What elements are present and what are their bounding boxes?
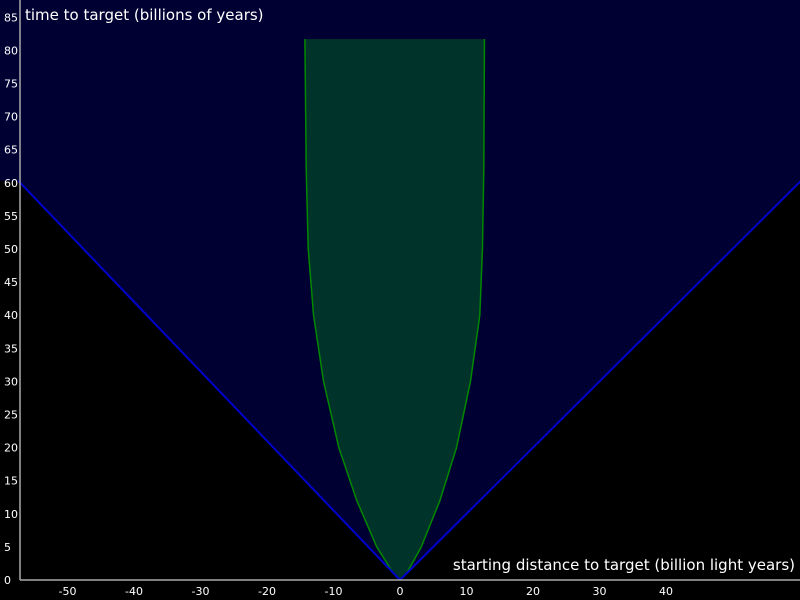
y-tick-label: 15 [4,475,18,488]
y-tick-label: 30 [4,375,18,388]
y-tick-label: 70 [4,111,18,124]
y-tick-label: 60 [4,177,18,190]
y-tick-label: 50 [4,243,18,256]
y-tick-label: 20 [4,442,18,455]
cone-right-line [399,180,800,581]
y-tick-label: 80 [4,44,18,57]
region-fill [304,39,485,581]
y-tick-label: 55 [4,210,18,223]
region-left-line [304,39,401,581]
x-tick-label: -50 [59,585,77,598]
y-axis-label: time to target (billions of years) [25,6,264,24]
x-tick-label: -30 [192,585,210,598]
y-tick-label: 0 [4,574,11,587]
x-tick-label: 0 [397,585,404,598]
y-tick-label: 75 [4,78,18,91]
y-tick-label: 40 [4,309,18,322]
y-tick-label: 65 [4,144,18,157]
y-tick-label: 5 [4,541,11,554]
y-tick-label: 10 [4,508,18,521]
y-tick-label: 25 [4,409,18,422]
y-tick-label: 35 [4,342,18,355]
x-tick-label: 10 [460,585,474,598]
x-axis-label: starting distance to target (billion lig… [453,556,795,574]
x-tick-label: 30 [593,585,607,598]
y-tick-label: 85 [4,11,18,24]
x-tick-label: -20 [258,585,276,598]
y-tick-label: 45 [4,276,18,289]
x-tick-label: -40 [125,585,143,598]
cone-left-line [17,180,401,581]
x-tick-label: 20 [526,585,540,598]
x-tick-label: -10 [325,585,343,598]
region-right-line [399,39,486,581]
x-tick-label: 40 [659,585,673,598]
